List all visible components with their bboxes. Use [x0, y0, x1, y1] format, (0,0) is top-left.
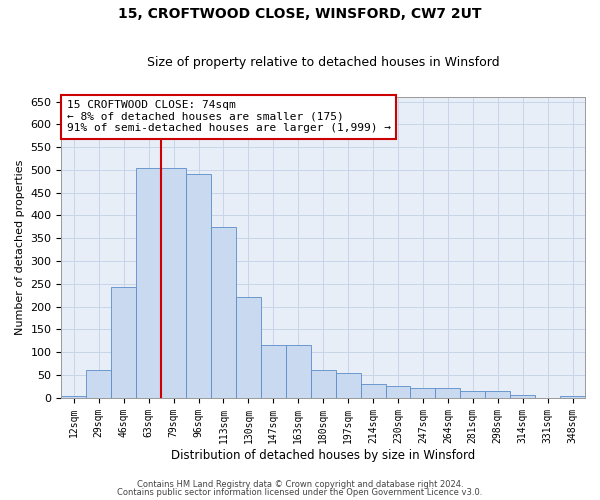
Bar: [161, 168, 186, 398]
Bar: [410, 388, 436, 398]
Y-axis label: Number of detached properties: Number of detached properties: [15, 160, 25, 335]
Text: 15, CROFTWOOD CLOSE, WINSFORD, CW7 2UT: 15, CROFTWOOD CLOSE, WINSFORD, CW7 2UT: [118, 8, 482, 22]
Bar: [186, 174, 211, 398]
Bar: [111, 288, 136, 398]
Bar: [236, 298, 261, 398]
Text: Contains public sector information licensed under the Open Government Licence v3: Contains public sector information licen…: [118, 488, 482, 497]
Bar: [460, 391, 485, 398]
Bar: [485, 391, 510, 398]
Bar: [286, 345, 311, 398]
Bar: [311, 370, 335, 398]
Text: 15 CROFTWOOD CLOSE: 74sqm
← 8% of detached houses are smaller (175)
91% of semi-: 15 CROFTWOOD CLOSE: 74sqm ← 8% of detach…: [67, 100, 391, 134]
Bar: [61, 396, 86, 398]
Bar: [136, 168, 161, 398]
Bar: [335, 372, 361, 398]
Text: Contains HM Land Registry data © Crown copyright and database right 2024.: Contains HM Land Registry data © Crown c…: [137, 480, 463, 489]
Bar: [361, 384, 386, 398]
Bar: [560, 396, 585, 398]
Bar: [436, 388, 460, 398]
Bar: [211, 227, 236, 398]
Title: Size of property relative to detached houses in Winsford: Size of property relative to detached ho…: [147, 56, 500, 70]
Bar: [86, 370, 111, 398]
Bar: [510, 396, 535, 398]
X-axis label: Distribution of detached houses by size in Winsford: Distribution of detached houses by size …: [171, 450, 475, 462]
Bar: [386, 386, 410, 398]
Bar: [261, 345, 286, 398]
